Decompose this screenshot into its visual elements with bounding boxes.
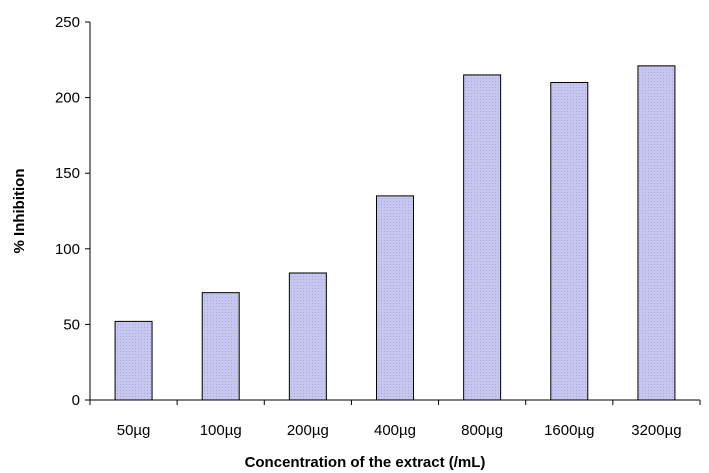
bar-2 (201, 292, 240, 401)
y-tick-label: 0 (72, 392, 80, 409)
y-tick-label: 150 (55, 165, 80, 182)
x-axis-title: Concentration of the extract (/mL) (245, 454, 486, 471)
x-tick-label: 200µg (287, 422, 329, 439)
y-tick-label: 250 (55, 14, 80, 31)
x-tick-label: 100µg (200, 422, 242, 439)
x-tick-label: 3200µg (631, 422, 681, 439)
bar-5 (463, 74, 502, 401)
bars (114, 65, 676, 401)
y-tick-label: 100 (55, 241, 80, 258)
bar-7 (637, 65, 676, 401)
x-tick-label: 50µg (117, 422, 151, 439)
x-tick-label: 400µg (374, 422, 416, 439)
y-axis-ticks: 0 50 100 150 200 250 (55, 14, 90, 409)
bar-1 (114, 320, 153, 401)
x-tick-label: 800µg (461, 422, 503, 439)
bar-3 (288, 272, 327, 401)
bar-4 (376, 195, 414, 401)
bar-6 (550, 81, 589, 401)
x-axis-ticks: 50µg 100µg 200µg 400µg 800µg 1600µg 3200µg (89, 400, 701, 439)
y-tick-label: 200 (55, 90, 80, 107)
y-tick-label: 50 (63, 316, 80, 333)
x-tick-label: 1600µg (544, 422, 594, 439)
y-axis-title: % Inhibition (11, 169, 28, 254)
